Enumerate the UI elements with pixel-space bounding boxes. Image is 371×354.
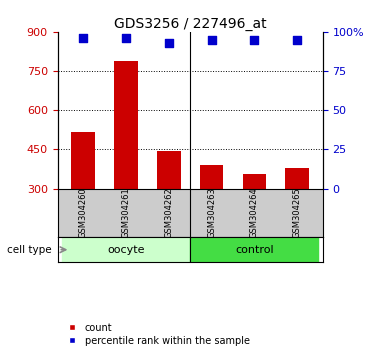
Point	[166, 40, 172, 46]
Text: GSM304264: GSM304264	[250, 188, 259, 238]
Text: control: control	[235, 245, 274, 255]
Text: GSM304263: GSM304263	[207, 188, 216, 239]
Bar	[243, 174, 266, 267]
Bar	[114, 61, 138, 267]
Bar	[71, 132, 95, 267]
Bar	[157, 151, 181, 267]
Bar	[285, 168, 309, 267]
Point	[123, 35, 129, 41]
Text: GSM304261: GSM304261	[121, 188, 131, 238]
Text: oocyte: oocyte	[107, 245, 145, 255]
Text: GSM304265: GSM304265	[293, 188, 302, 238]
Text: cell type: cell type	[7, 245, 52, 255]
Point	[209, 37, 214, 42]
Legend: count, percentile rank within the sample: count, percentile rank within the sample	[62, 323, 250, 346]
Point	[80, 35, 86, 41]
Bar	[200, 165, 223, 267]
Title: GDS3256 / 227496_at: GDS3256 / 227496_at	[114, 17, 266, 31]
Point	[294, 37, 300, 42]
Point	[251, 37, 257, 42]
Text: GSM304260: GSM304260	[79, 188, 88, 238]
Text: GSM304262: GSM304262	[164, 188, 173, 238]
